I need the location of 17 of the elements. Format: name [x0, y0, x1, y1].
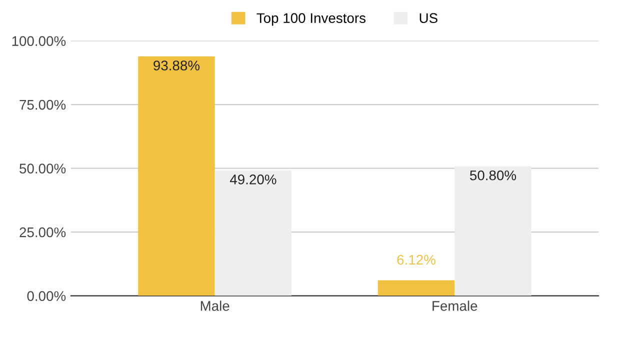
x-tick-label: Male	[200, 300, 230, 311]
data-label: 93.88%	[154, 60, 200, 70]
bar	[454, 166, 532, 296]
data-label: 50.80%	[470, 170, 516, 180]
data-label: 49.20%	[230, 174, 276, 184]
legend-label: US	[420, 13, 438, 24]
y-tick-label: 100.00%	[12, 36, 66, 46]
x-tick-label: Female	[432, 300, 478, 311]
y-tick-label: 25.00%	[20, 227, 66, 238]
y-tick-label: 0.00%	[27, 291, 66, 301]
bar	[378, 280, 455, 296]
data-label: 6.12%	[397, 254, 436, 265]
y-tick-label: 50.00%	[20, 164, 66, 174]
bar	[138, 56, 215, 296]
y-tick-label: 75.00%	[20, 100, 66, 110]
legend-label: Top 100 Investors	[256, 13, 366, 26]
bar	[214, 170, 292, 296]
